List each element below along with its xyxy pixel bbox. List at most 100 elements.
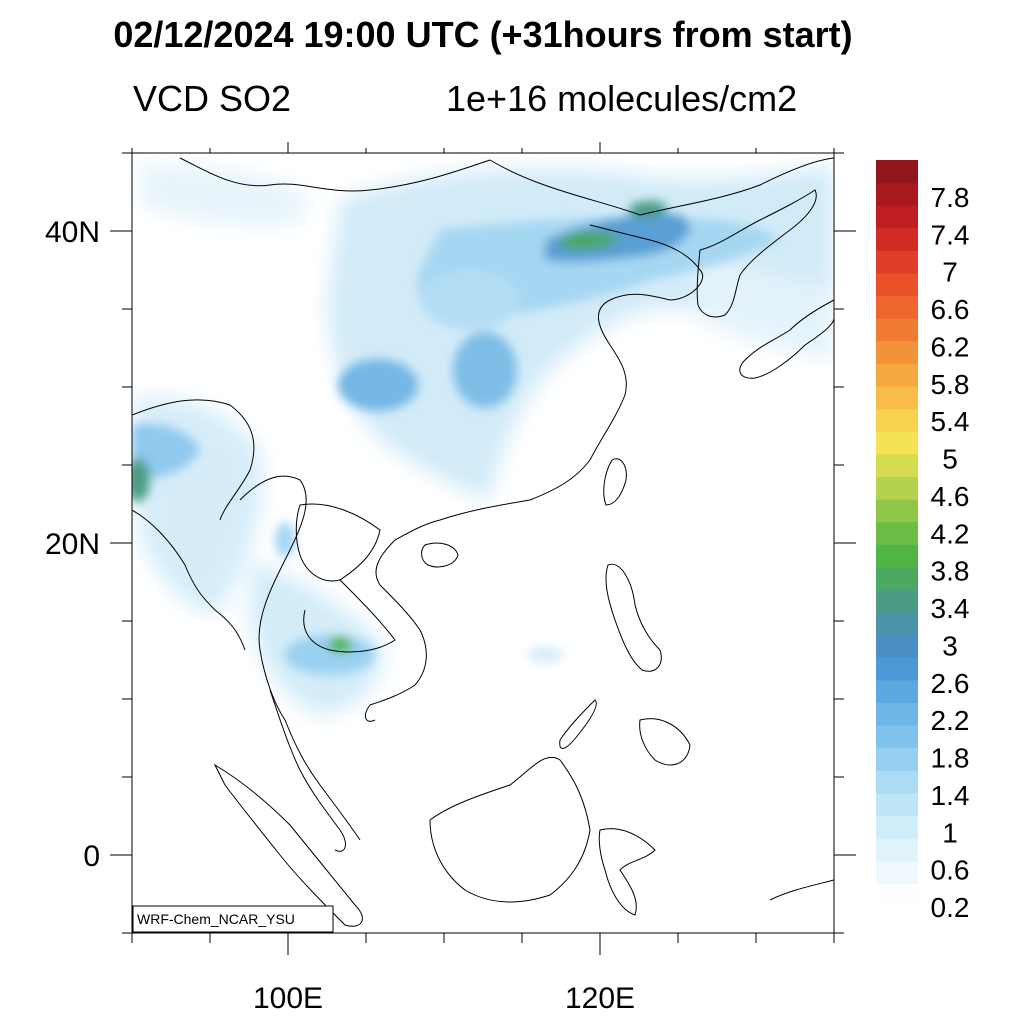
colorbar-swatch xyxy=(876,770,918,794)
map-axes: 100E 120E 0 20N 40N xyxy=(45,142,856,1015)
colorbar-swatch xyxy=(876,657,918,681)
colorbar-label: 1.8 xyxy=(931,743,970,774)
so2-patch-myanmar-west xyxy=(132,458,150,502)
hainan xyxy=(421,542,459,568)
colorbar-swatch xyxy=(876,160,918,184)
colorbar-swatch xyxy=(876,544,918,568)
so2-peak-beijing xyxy=(560,231,620,250)
colorbar-swatch xyxy=(876,431,918,455)
colorbar-swatch xyxy=(876,273,918,297)
vietnam-coast xyxy=(364,539,427,722)
colorbar-label: 4.6 xyxy=(931,481,970,512)
colorbar-swatch xyxy=(876,747,918,771)
colorbar-swatch xyxy=(876,476,918,500)
so2-plume-mongolia xyxy=(140,164,308,226)
colorbar-label: 7 xyxy=(942,257,958,288)
colorbar-swatch xyxy=(876,815,918,839)
taiwan xyxy=(603,458,627,506)
colorbar-swatch xyxy=(876,566,918,591)
sulawesi xyxy=(598,828,656,916)
colorbar-swatch xyxy=(876,227,918,251)
watermark-box: WRF-Chem_NCAR_YSU xyxy=(132,905,334,933)
so2-patch-cambodia xyxy=(285,635,375,675)
colorbar-swatch xyxy=(876,318,918,342)
colorbar-swatch xyxy=(876,860,918,884)
lon-tick-label: 120E xyxy=(565,982,635,1015)
borneo xyxy=(429,756,591,903)
myanmar-thailand xyxy=(239,475,361,841)
so2-patch-south-china-sea xyxy=(527,647,563,663)
japan-honshu xyxy=(739,299,834,379)
so2-patch-shaanxi xyxy=(420,270,520,330)
india-bay xyxy=(132,509,246,651)
colorbar-label: 3.4 xyxy=(931,593,970,624)
china-north-border xyxy=(489,157,834,216)
new-guinea-edge xyxy=(769,879,834,901)
china-coast-bohai xyxy=(394,224,703,541)
palawan xyxy=(559,699,597,749)
sumatra xyxy=(213,763,363,927)
colorbar-swatch xyxy=(876,634,918,658)
colorbar-swatch xyxy=(876,725,918,749)
so2-patch-hubei xyxy=(453,332,517,408)
so2-peak-cambodia xyxy=(328,637,352,653)
colorbar-swatch xyxy=(876,205,918,229)
colorbar-label: 3 xyxy=(942,630,958,661)
colorbar-label: 4.2 xyxy=(931,518,970,549)
malay-peninsula xyxy=(269,689,346,852)
units-label: 1e+16 molecules/cm2 xyxy=(446,78,798,119)
colorbar-label: 6.6 xyxy=(931,294,970,325)
watermark-label: WRF-Chem_NCAR_YSU xyxy=(137,911,295,927)
so2-patch-sichuan xyxy=(338,359,418,411)
colorbar-label: 2.6 xyxy=(931,668,970,699)
colorbar-swatch xyxy=(876,612,918,636)
map-title: 02/12/2024 19:00 UTC (+31hours from star… xyxy=(113,14,853,55)
colorbar-label: 0.2 xyxy=(931,892,970,923)
colorbar-label: 0.6 xyxy=(931,855,970,886)
korea-coast xyxy=(696,189,817,318)
colorbar-swatch xyxy=(876,702,918,726)
colorbar-swatch xyxy=(876,340,918,364)
colorbar-swatch xyxy=(876,453,918,477)
colorbar-swatch xyxy=(876,295,918,319)
colorbar-label: 3.8 xyxy=(931,556,970,587)
colorbar-swatch xyxy=(876,250,918,274)
variable-label: VCD SO2 xyxy=(133,78,292,119)
so2-peak-liaoning xyxy=(630,200,668,219)
lat-tick-label: 20N xyxy=(45,528,100,561)
colorbar-label: 7.8 xyxy=(931,182,970,213)
indochina-borders xyxy=(295,503,396,653)
colorbar-swatch xyxy=(876,589,918,613)
colorbar-swatch xyxy=(876,838,918,862)
colorbar-swatch xyxy=(876,883,918,907)
colorbar-label: 1.4 xyxy=(931,780,970,811)
colorbar-label: 2.2 xyxy=(931,705,970,736)
colorbar-swatch xyxy=(876,182,918,206)
colorbar-label: 6.2 xyxy=(931,331,970,362)
colorbar-swatch xyxy=(876,408,918,432)
so2-plume-korea-japan xyxy=(690,250,834,360)
lon-tick-label: 100E xyxy=(253,982,323,1015)
colorbar: 7.8 7.4 7 6.6 6.2 5.8 5.4 5 4.6 4.2 3.8 3.4 3 2.6 2.2 1… xyxy=(876,160,969,923)
so2-field xyxy=(132,164,834,715)
colorbar-swatch xyxy=(876,386,918,410)
colorbar-swatch xyxy=(876,499,918,523)
coastlines xyxy=(132,157,834,927)
so2-patch-laos xyxy=(275,522,295,558)
colorbar-swatch xyxy=(876,792,918,817)
colorbar-swatch xyxy=(876,363,918,387)
colorbar-label: 7.4 xyxy=(931,219,970,250)
so2-patch-tibet-border xyxy=(132,423,200,480)
colorbar-label: 1 xyxy=(942,817,958,848)
tibet-borders xyxy=(132,399,255,521)
colorbar-label: 5.4 xyxy=(931,406,970,437)
colorbar-swatch xyxy=(876,679,918,704)
lat-tick-label: 40N xyxy=(45,216,100,249)
lat-tick-label: 0 xyxy=(83,840,100,873)
colorbar-label: 5.8 xyxy=(931,369,970,400)
mongolia-border xyxy=(179,157,491,192)
colorbar-label: 5 xyxy=(942,444,958,475)
philippines-mindanao xyxy=(639,718,691,766)
philippines-luzon xyxy=(605,563,662,672)
